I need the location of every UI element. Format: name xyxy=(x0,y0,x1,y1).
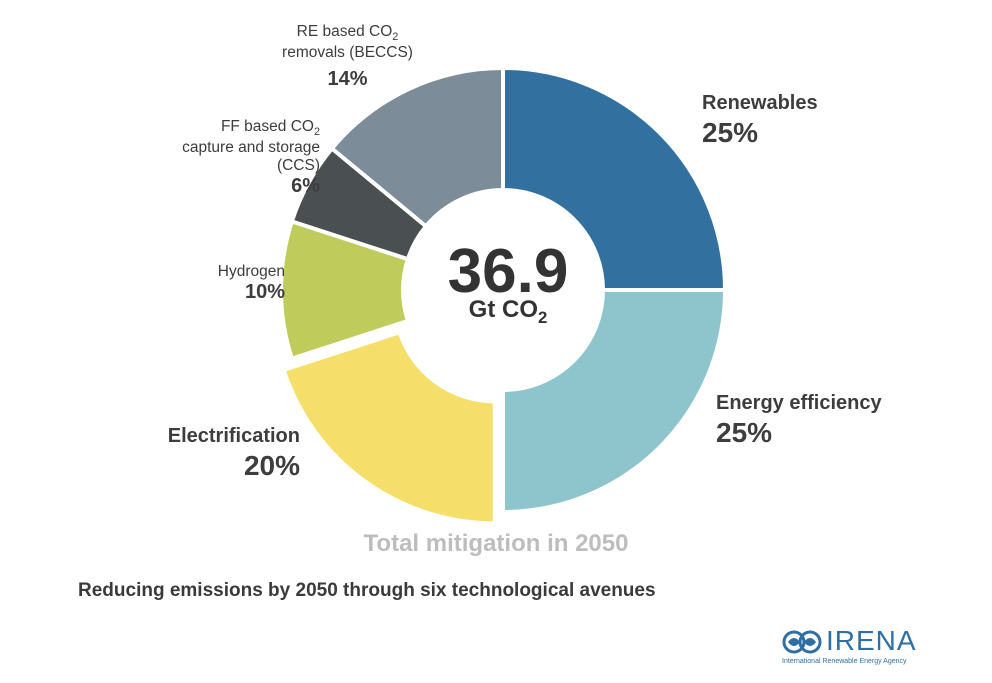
label-renewables-pct: 25% xyxy=(702,116,759,148)
center-total-value: 36.9 xyxy=(447,237,569,306)
label-beccs-line2: removals (BECCS) xyxy=(282,43,413,61)
label-ccs: FF based CO2 capture and storage (CCS) 6… xyxy=(110,118,320,199)
label-electrification: Electrification 20% xyxy=(100,425,300,482)
label-beccs-line1-sub: 2 xyxy=(392,31,399,44)
label-hydrogen: Hydrogen 10% xyxy=(135,263,285,305)
label-ccs-line2: capture and storage xyxy=(182,138,320,156)
logo-name: IRENA xyxy=(826,625,917,656)
label-hydrogen-name: Hydrogen xyxy=(217,263,285,280)
label-beccs-line1-text: RE based CO xyxy=(296,23,393,40)
label-ccs-pct: 6% xyxy=(291,175,320,198)
center-unit-text: Gt CO xyxy=(468,296,538,323)
logo-subtitle: International Renewable Energy Agency xyxy=(782,658,907,665)
center-total-unit: Gt CO2 xyxy=(405,296,611,328)
label-ccs-line1: FF based CO2 xyxy=(110,118,320,139)
irena-logo: IRENA International Renewable Energy Age… xyxy=(782,625,942,673)
label-ccs-line1-text: FF based CO xyxy=(220,118,314,135)
label-ccs-line1-sub: 2 xyxy=(313,126,320,139)
chart-subtitle: Total mitigation in 2050 xyxy=(363,530,629,557)
label-electrification-name: Electrification xyxy=(167,425,300,447)
slice-electrification xyxy=(281,329,497,526)
slice-renewables xyxy=(501,65,728,292)
label-renewables: Renewables 25% xyxy=(702,92,818,149)
label-hydrogen-pct: 10% xyxy=(244,281,285,304)
label-efficiency-pct: 25% xyxy=(716,416,773,448)
label-electrification-pct: 20% xyxy=(243,449,300,481)
slice-re-based-co2-removals-beccs xyxy=(329,65,505,230)
label-energy-efficiency: Energy efficiency 25% xyxy=(716,392,882,449)
label-beccs-pct: 14% xyxy=(327,68,368,91)
label-beccs-line1: RE based CO2 xyxy=(250,23,445,44)
center-unit-sub: 2 xyxy=(537,307,548,327)
label-renewables-name: Renewables xyxy=(702,92,818,114)
label-beccs: RE based CO2 removals (BECCS) 14% xyxy=(250,23,445,92)
label-ccs-line3: (CCS) xyxy=(276,157,320,175)
label-efficiency-name: Energy efficiency xyxy=(716,392,882,414)
globe-leaf-icon xyxy=(782,630,822,654)
slice-energy-efficiency xyxy=(501,288,728,515)
chart-caption: Reducing emissions by 2050 through six t… xyxy=(78,580,656,601)
